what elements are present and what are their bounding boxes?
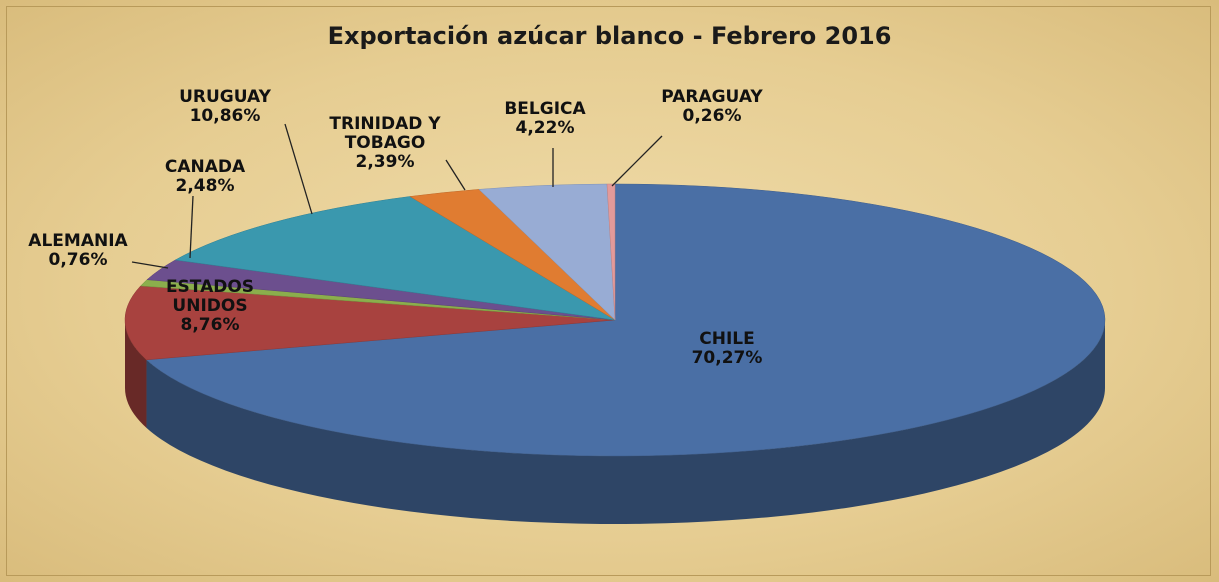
slice-value-label: 2,39% bbox=[355, 152, 415, 172]
slice-value-label: 2,48% bbox=[175, 176, 235, 196]
pie-side bbox=[146, 320, 1106, 524]
leader-line bbox=[284, 123, 313, 215]
leader-line bbox=[189, 195, 194, 259]
slice-label: TRINIDAD Y TOBAGO bbox=[329, 114, 441, 153]
slice-label: ALEMANIA bbox=[28, 231, 128, 251]
slice-label: PARAGUAY bbox=[661, 87, 763, 107]
slice-label: ESTADOS UNIDOS bbox=[165, 277, 255, 316]
pie-slice bbox=[124, 285, 616, 361]
slice-label: CANADA bbox=[164, 157, 246, 177]
pie-slice bbox=[606, 183, 616, 321]
leader-line bbox=[445, 159, 466, 191]
slice-value-label: 4,22% bbox=[515, 118, 575, 138]
slice-value-label: 10,86% bbox=[189, 106, 261, 126]
leader-line bbox=[131, 261, 169, 269]
slice-label: BELGICA bbox=[504, 99, 586, 119]
chart-title: Exportación azúcar blanco - Febrero 2016 bbox=[327, 22, 892, 50]
pie-slice bbox=[145, 183, 1106, 457]
pie-side bbox=[125, 320, 147, 428]
slice-label: URUGUAY bbox=[179, 87, 271, 107]
slice-value-label: 0,26% bbox=[682, 106, 742, 126]
slice-value-label: 8,76% bbox=[180, 315, 240, 335]
slice-label: CHILE bbox=[699, 329, 755, 349]
slice-value-label: 70,27% bbox=[691, 348, 763, 368]
slice-value-label: 0,76% bbox=[48, 250, 108, 270]
leader-line bbox=[611, 135, 663, 187]
chart-frame bbox=[6, 6, 1211, 576]
